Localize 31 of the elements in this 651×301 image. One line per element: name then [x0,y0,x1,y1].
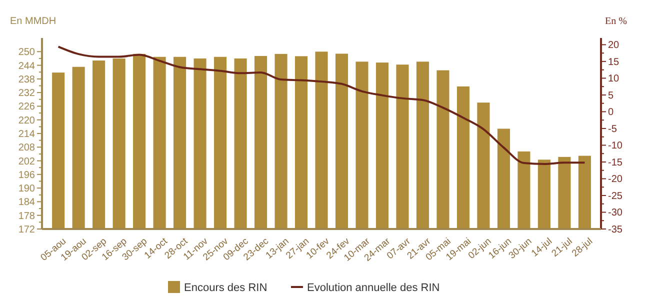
legend-label: Encours des RIN [184,282,268,294]
y-tick-label: 184 [18,197,36,208]
y-tick-label: 220 [18,115,36,126]
y-tick-label: 250 [18,47,36,58]
y2-tick-label: 15 [608,56,620,68]
y2-tick-label: 10 [608,74,620,85]
y2-tick-label: -20 [608,174,623,186]
y2-tick-label: 5 [608,90,614,102]
legend-label: Evolution annuelle des RIN [307,282,440,294]
y2-tick-label: 20 [608,40,620,52]
y-tick-label: 202 [18,156,36,168]
y-tick-label: 226 [18,102,36,113]
y-tick-label: 172 [18,224,36,236]
y2-tick-label: -10 [608,140,623,152]
y-tick-label: 214 [18,129,36,140]
y-tick-label: 208 [18,142,36,154]
y-tick-label: 244 [18,60,36,72]
y2-axis-title: En % [605,16,627,27]
line-series [57,46,586,165]
y-tick-label: 190 [18,184,36,195]
y-tick-label: 196 [18,170,36,181]
y2-tick-label: -15 [608,157,623,168]
y-tick-label: 178 [18,210,36,222]
y2-tick-label: -25 [608,190,623,202]
y-tick-label: 232 [18,88,36,100]
y2-tick-label: 0 [608,107,614,118]
y2-tick-label: -30 [608,208,623,219]
y-tick-label: 238 [18,74,36,86]
y2-tick-label: -5 [608,124,618,135]
y2-tick-label: -35 [608,224,623,236]
y-axis-title: En MMDH [10,16,56,27]
